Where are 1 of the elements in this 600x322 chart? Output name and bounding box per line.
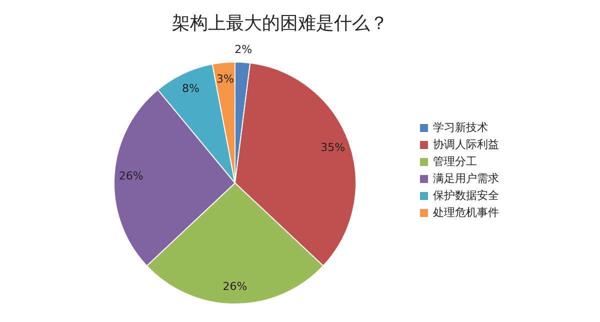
title: 架构上最大的困难是什么？ [172,12,388,34]
